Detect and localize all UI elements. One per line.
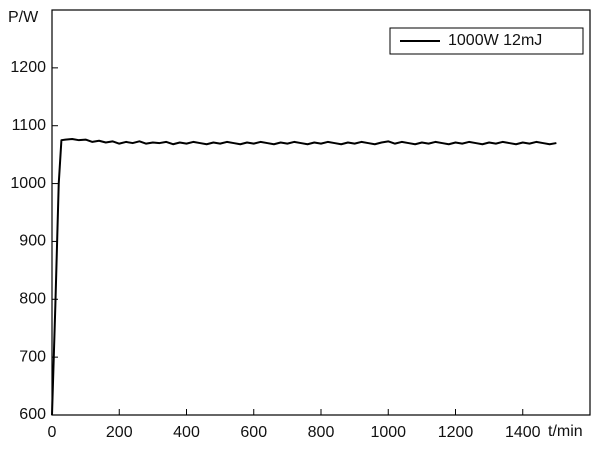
- data-line: [51, 138, 557, 416]
- x-tick-label: 1400: [505, 424, 541, 441]
- x-tick-label: 1200: [438, 424, 474, 441]
- y-tick-label: 900: [19, 233, 46, 250]
- y-tick-label: 1000: [10, 175, 46, 192]
- legend-label: 1000W 12mJ: [448, 32, 542, 49]
- x-tick-label: 400: [173, 424, 200, 441]
- x-tick-label: 600: [240, 424, 267, 441]
- x-axis-label: t/min: [548, 423, 583, 440]
- x-tick-label: 200: [106, 424, 133, 441]
- x-tick-label: 800: [308, 424, 335, 441]
- y-tick-label: 1100: [12, 117, 47, 134]
- y-axis-label: P/W: [8, 9, 39, 26]
- y-tick-label: 800: [19, 291, 46, 308]
- y-tick-label: 600: [19, 406, 46, 423]
- x-tick-label: 0: [48, 424, 57, 441]
- plot-frame: [51, 9, 591, 416]
- x-tick-label: 1000: [370, 424, 406, 441]
- y-tick-label: 700: [19, 348, 46, 365]
- y-tick-label: 1200: [10, 59, 46, 76]
